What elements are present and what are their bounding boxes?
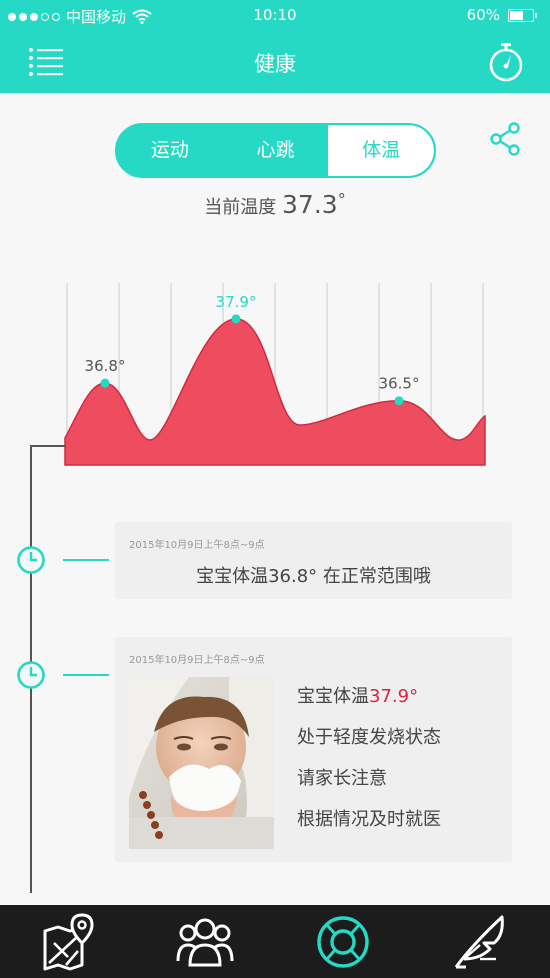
fever-advice: 宝宝体温37.9° 处于轻度发烧状态 请家长注意 根据情况及时就医 bbox=[297, 685, 441, 849]
carrier-name: 中国移动 bbox=[66, 8, 127, 26]
status-bar: 中国移动 10:10 60% bbox=[0, 0, 550, 30]
child-photo bbox=[129, 677, 274, 849]
fever-temp-prefix: 宝宝体温 bbox=[297, 686, 369, 707]
status-time: 10:10 bbox=[253, 6, 297, 24]
lifebuoy-icon[interactable] bbox=[314, 913, 372, 971]
tab-temperature[interactable]: 体温 bbox=[328, 125, 434, 176]
fever-temp-value: 37.9° bbox=[369, 686, 419, 707]
fever-advice-line: 根据情况及时就医 bbox=[297, 809, 441, 830]
data-label: 37.9° bbox=[216, 293, 257, 311]
card-connector bbox=[63, 559, 109, 561]
data-point bbox=[100, 378, 110, 388]
record-card-fever[interactable]: 2015年10月9日上午8点~9点 bbox=[115, 637, 512, 862]
current-temp-label: 当前温度 bbox=[204, 197, 277, 218]
timeline-connector bbox=[30, 445, 66, 447]
nav-bar: 健康 bbox=[0, 30, 550, 93]
record-date: 2015年10月9日上午8点~9点 bbox=[129, 540, 265, 551]
clock-icon bbox=[17, 546, 45, 574]
map-icon[interactable] bbox=[40, 913, 98, 971]
clock-icon bbox=[17, 661, 45, 689]
battery-icon bbox=[508, 8, 537, 22]
current-temperature: 当前温度 37.3° bbox=[0, 190, 550, 219]
card-connector bbox=[63, 674, 109, 676]
feather-icon[interactable] bbox=[450, 913, 508, 971]
battery-percent: 60% bbox=[466, 6, 500, 24]
tab-heartbeat[interactable]: 心跳 bbox=[256, 139, 295, 161]
temperature-area bbox=[64, 318, 486, 466]
fever-temp-line: 宝宝体温37.9° bbox=[297, 685, 441, 726]
data-label: 36.8° bbox=[85, 357, 126, 375]
current-temp-unit: ° bbox=[337, 190, 346, 209]
fever-notice-line: 请家长注意 bbox=[297, 768, 387, 789]
page-title: 健康 bbox=[254, 52, 296, 76]
record-card-normal[interactable]: 2015年10月9日上午8点~9点 宝宝体温36.8° 在正常范围哦 bbox=[115, 522, 512, 599]
temperature-chart: 36.8° 37.9° 36.5° bbox=[64, 283, 486, 466]
signal-icon bbox=[8, 12, 60, 21]
stopwatch-icon[interactable] bbox=[488, 42, 524, 82]
current-temp-value: 37.3 bbox=[282, 190, 338, 219]
fever-state-line: 处于轻度发烧状态 bbox=[297, 727, 441, 748]
tab-exercise[interactable]: 运动 bbox=[150, 139, 189, 161]
menu-icon[interactable] bbox=[28, 46, 64, 78]
record-message: 宝宝体温36.8° 在正常范围哦 bbox=[196, 566, 431, 587]
data-label: 36.5° bbox=[379, 375, 420, 393]
family-icon[interactable] bbox=[176, 913, 234, 971]
share-icon[interactable] bbox=[490, 122, 522, 156]
data-point bbox=[231, 314, 241, 324]
record-date: 2015年10月9日上午8点~9点 bbox=[129, 655, 265, 666]
carrier-group: 中国移动 bbox=[8, 6, 152, 27]
data-point bbox=[394, 396, 404, 406]
wifi-icon bbox=[132, 9, 152, 24]
metric-segmented-control: 运动 心跳 体温 bbox=[115, 123, 436, 178]
bottom-tab-bar bbox=[0, 905, 550, 978]
battery-group: 60% bbox=[466, 6, 537, 24]
